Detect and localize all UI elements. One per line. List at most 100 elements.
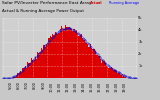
Text: 3k: 3k <box>138 40 143 44</box>
Bar <box>13 77 15 78</box>
Bar <box>22 68 23 78</box>
Bar <box>87 44 88 78</box>
Bar <box>91 48 92 78</box>
Text: Actual: Actual <box>90 1 102 5</box>
Bar <box>113 70 115 78</box>
Bar <box>112 68 113 78</box>
Bar <box>51 38 52 78</box>
Bar <box>120 75 121 78</box>
Bar <box>26 68 27 78</box>
Text: 9:00: 9:00 <box>41 82 45 90</box>
Bar <box>111 67 112 78</box>
Text: 2k: 2k <box>138 52 143 56</box>
Bar <box>78 36 80 78</box>
Bar <box>106 66 107 78</box>
Bar <box>42 50 43 78</box>
Bar <box>95 51 96 78</box>
Bar <box>83 40 85 78</box>
Text: 10:00: 10:00 <box>49 82 53 92</box>
Text: Actual & Running Average Power Output: Actual & Running Average Power Output <box>2 9 84 13</box>
Bar <box>75 31 76 78</box>
Bar <box>117 73 118 78</box>
Bar <box>90 44 91 78</box>
Bar <box>30 63 31 78</box>
Text: 17:00: 17:00 <box>106 82 110 92</box>
Bar <box>88 47 90 78</box>
Bar <box>108 68 110 78</box>
Bar <box>41 48 42 78</box>
Bar <box>96 55 97 78</box>
Bar <box>72 31 73 78</box>
Bar <box>86 43 87 78</box>
Text: 7:00: 7:00 <box>25 82 29 90</box>
Bar <box>102 60 103 78</box>
Text: 12:00: 12:00 <box>66 82 70 92</box>
Text: 15:00: 15:00 <box>90 82 94 92</box>
Bar <box>115 70 116 78</box>
Bar <box>47 43 48 78</box>
Bar <box>31 58 32 78</box>
Bar <box>58 33 60 78</box>
Bar <box>71 29 72 78</box>
Bar <box>82 38 83 78</box>
Bar <box>107 66 108 78</box>
Bar <box>48 38 50 78</box>
Bar <box>63 29 65 78</box>
Text: 11:00: 11:00 <box>57 82 61 92</box>
Bar <box>62 28 63 78</box>
Bar <box>70 28 71 78</box>
Bar <box>15 77 16 78</box>
Bar <box>121 75 122 78</box>
Bar <box>38 53 40 78</box>
Bar <box>124 77 126 78</box>
Text: 6:00: 6:00 <box>17 82 21 90</box>
Bar <box>33 60 35 78</box>
Bar <box>45 47 46 78</box>
Bar <box>93 49 95 78</box>
Bar <box>68 27 70 78</box>
Bar <box>40 52 41 78</box>
Text: 16:00: 16:00 <box>98 82 102 92</box>
Text: 5:00: 5:00 <box>9 82 13 90</box>
Bar <box>65 25 66 78</box>
Bar <box>60 29 61 78</box>
Bar <box>36 59 37 78</box>
Bar <box>21 72 22 78</box>
Bar <box>56 33 57 78</box>
Bar <box>50 36 51 78</box>
Text: 1k: 1k <box>138 64 143 68</box>
Bar <box>20 71 21 78</box>
Bar <box>118 73 120 78</box>
Bar <box>23 68 25 78</box>
Bar <box>80 35 81 78</box>
Bar <box>46 44 47 78</box>
Bar <box>98 56 100 78</box>
Bar <box>32 60 33 78</box>
Bar <box>66 27 67 78</box>
Bar <box>55 32 56 78</box>
Bar <box>25 66 26 78</box>
Bar <box>53 35 55 78</box>
Bar <box>17 73 18 78</box>
Bar <box>104 63 106 78</box>
Bar <box>76 30 77 78</box>
Bar <box>103 61 104 78</box>
Bar <box>16 75 17 78</box>
Bar <box>18 72 20 78</box>
Bar <box>92 50 93 78</box>
Bar <box>116 71 117 78</box>
Bar <box>43 45 45 78</box>
Bar <box>101 63 102 78</box>
Text: 5k: 5k <box>138 16 143 20</box>
Text: 18:00: 18:00 <box>114 82 118 92</box>
Bar <box>61 26 62 78</box>
Bar <box>28 63 30 78</box>
Text: Running Average: Running Average <box>109 1 139 5</box>
Bar <box>100 59 101 78</box>
Bar <box>123 76 124 78</box>
Bar <box>27 62 28 78</box>
Bar <box>77 33 78 78</box>
Bar <box>57 34 58 78</box>
Bar <box>73 29 75 78</box>
Text: 19:00: 19:00 <box>122 82 126 92</box>
